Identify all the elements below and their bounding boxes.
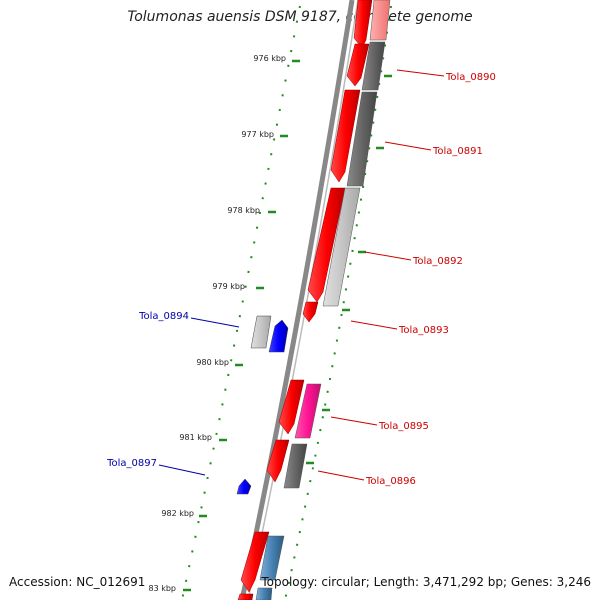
forward-genes: [237, 0, 373, 600]
genome-backbone: [239, 0, 359, 600]
gene-arrow-forward: [266, 439, 290, 483]
gene-block: [322, 187, 361, 307]
gene-label: Tola_0897: [106, 458, 157, 469]
tick-label: 981 kbp: [179, 433, 212, 442]
genome-summary: Topology: circular; Length: 3,471,292 bp…: [261, 575, 591, 589]
tick-marks: [183, 59, 392, 592]
gene-block: [283, 443, 308, 489]
reverse-genes: [236, 315, 289, 495]
tick-label: 977 kbp: [241, 130, 274, 139]
tick-label: 982 kbp: [161, 509, 194, 518]
gene-label: Tola_0892: [412, 256, 463, 267]
gene-block: [250, 315, 272, 349]
gene-arrow-forward: [278, 379, 305, 435]
gene-block: [369, 0, 391, 41]
gene-block: [346, 91, 378, 187]
gene-label: Tola_0890: [445, 72, 496, 83]
tick-label: 980 kbp: [196, 358, 229, 367]
gene-block: [361, 41, 386, 91]
feature-column: [255, 0, 391, 600]
accession-text: Accession: NC_012691: [9, 575, 146, 589]
gene-block: [255, 587, 273, 600]
gene-label: Tola_0896: [365, 476, 416, 487]
gene-arrow-forward: [237, 593, 254, 600]
gene-block: [294, 383, 322, 439]
gene-label: Tola_0893: [398, 325, 449, 336]
gene-label: Tola_0891: [432, 146, 483, 157]
right-gene-labels: Tola_0890 Tola_0891 Tola_0892 Tola_0893 …: [317, 69, 496, 487]
gene-arrow-forward: [330, 89, 361, 183]
dotted-track: [181, 5, 392, 600]
gene-arrow-forward: [307, 187, 346, 303]
gene-arrow-forward: [346, 43, 370, 87]
gene-arrow-forward: [302, 301, 319, 323]
gene-arrow-reverse: [236, 478, 252, 495]
tick-labels: 976 kbp 977 kbp 978 kbp 979 kbp 980 kbp …: [148, 54, 286, 593]
tick-label: 976 kbp: [253, 54, 286, 63]
gene-label: Tola_0895: [378, 421, 429, 432]
gene-block: [259, 535, 285, 581]
tick-label: 979 kbp: [212, 282, 245, 291]
tick-label: 83 kbp: [148, 584, 176, 593]
gene-label: Tola_0894: [138, 311, 189, 322]
tick-label: 978 kbp: [227, 206, 260, 215]
gene-arrow-reverse: [268, 319, 289, 353]
gene-arrow-forward: [240, 531, 270, 593]
left-gene-labels: Tola_0894 Tola_0897: [106, 311, 240, 476]
